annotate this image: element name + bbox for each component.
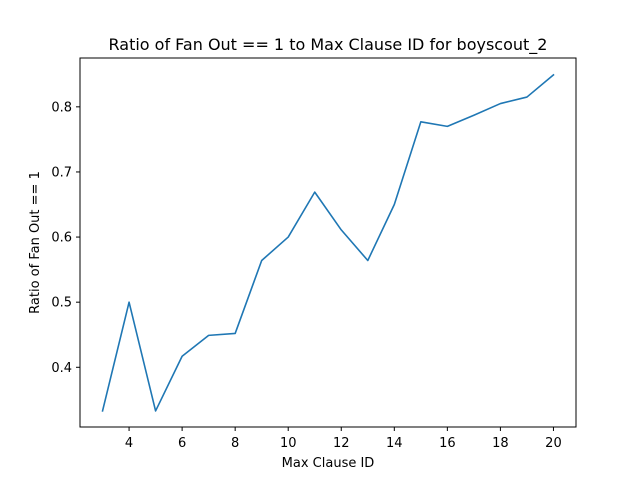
y-axis-label: Ratio of Fan Out == 1: [28, 171, 43, 314]
x-tick-label: 16: [439, 436, 456, 451]
x-tick-label: 18: [492, 436, 509, 451]
x-axis-label: Max Clause ID: [282, 456, 375, 471]
x-tick-label: 20: [545, 436, 562, 451]
y-tick-label: 0.8: [51, 100, 72, 115]
y-tick-label: 0.7: [51, 165, 72, 180]
chart-title: Ratio of Fan Out == 1 to Max Clause ID f…: [109, 35, 548, 55]
x-tick-label: 6: [178, 436, 186, 451]
x-tick-label: 12: [333, 436, 350, 451]
x-tick-label: 10: [280, 436, 297, 451]
x-tick-label: 4: [125, 436, 133, 451]
y-tick-label: 0.6: [51, 231, 72, 246]
x-tick-label: 14: [386, 436, 403, 451]
y-axis: 0.4 0.5 0.6 0.7 0.8: [51, 100, 80, 376]
y-tick-label: 0.5: [51, 296, 72, 311]
x-tick-label: 8: [231, 436, 239, 451]
axes-frame: [79, 57, 577, 428]
y-tick-label: 0.4: [51, 361, 72, 376]
plot-area: [101, 73, 555, 412]
series-line: [101, 73, 555, 412]
x-axis: 4 6 8 10 12 14 16 18 20: [125, 427, 562, 451]
